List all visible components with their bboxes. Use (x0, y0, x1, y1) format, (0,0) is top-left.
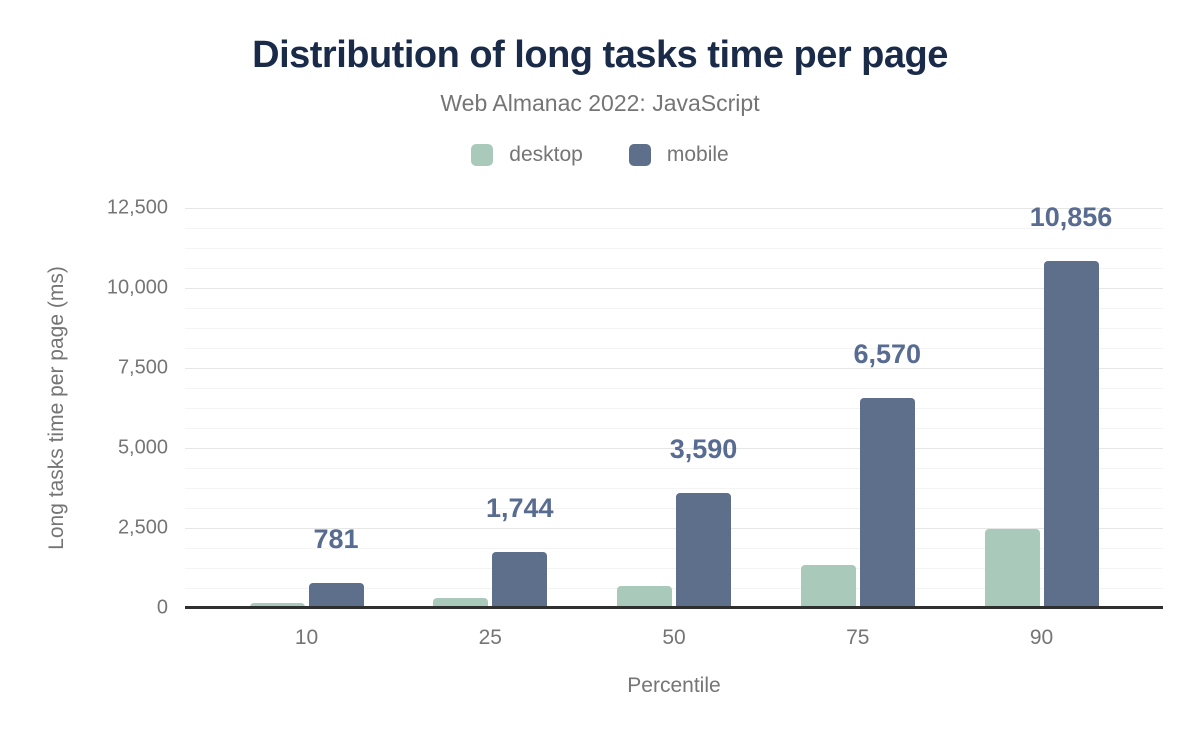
bar-value-label: 3,590 (669, 434, 738, 465)
bar-value-label: 781 (313, 524, 359, 555)
minor-gridline (185, 268, 1163, 269)
major-gridline (185, 288, 1163, 289)
plot-area: 781 1,744 3,590 6,570 10,856 (185, 203, 1163, 608)
y-tick-label: 10,000 (106, 276, 168, 299)
desktop-bar-p75[interactable] (800, 564, 856, 608)
chart-title: Distribution of long tasks time per page (252, 34, 948, 76)
minor-gridline (185, 408, 1163, 409)
y-tick-label: 0 (156, 596, 168, 619)
mobile-bar-p10[interactable] (308, 583, 364, 608)
desktop-bar-p10[interactable] (249, 603, 305, 608)
minor-gridline (185, 588, 1163, 589)
x-tick-label: 50 (662, 626, 686, 649)
desktop-series-swatch (471, 144, 494, 166)
legend: desktop mobile (0, 143, 1200, 167)
minor-gridline (185, 308, 1163, 309)
minor-gridline (185, 468, 1163, 469)
legend-item-mobile: mobile (628, 143, 729, 167)
bar-value-label: 10,856 (1029, 201, 1113, 232)
mobile-bar-p75[interactable] (859, 397, 915, 608)
x-tick-label: 10 (294, 626, 319, 649)
y-tick-label: 7,500 (117, 356, 168, 379)
mobile-bar-p25[interactable] (492, 552, 548, 608)
x-tick-label: 75 (846, 626, 870, 649)
mobile-bar-p50[interactable] (676, 493, 731, 608)
desktop-bar-p50[interactable] (617, 585, 672, 608)
minor-gridline (185, 508, 1163, 509)
minor-gridline (185, 388, 1163, 389)
major-gridline (185, 208, 1163, 209)
mobile-series-swatch (628, 144, 651, 166)
major-gridline (185, 368, 1163, 369)
x-axis-line (185, 606, 1163, 609)
y-axis-title: Long tasks time per page (ms) (45, 266, 68, 550)
minor-gridline (185, 428, 1163, 429)
y-tick-label: 12,500 (106, 196, 168, 219)
bar-value-label: 6,570 (853, 338, 922, 369)
x-tick-label: 90 (1029, 626, 1054, 649)
legend-item-desktop: desktop (471, 143, 583, 167)
legend-label-desktop: desktop (509, 143, 583, 166)
x-tick-label: 25 (478, 626, 502, 649)
minor-gridline (185, 548, 1163, 549)
minor-gridline (185, 568, 1163, 569)
major-gridline (185, 528, 1163, 529)
minor-gridline (185, 488, 1163, 489)
desktop-bar-p90[interactable] (984, 528, 1040, 608)
major-gridline (185, 448, 1163, 449)
chart-subtitle: Web Almanac 2022: JavaScript (440, 90, 760, 116)
minor-gridline (185, 248, 1163, 249)
desktop-bar-p25[interactable] (433, 598, 489, 608)
minor-gridline (185, 228, 1163, 229)
mobile-bar-p90[interactable] (1043, 260, 1099, 608)
bar-value-label: 1,744 (485, 493, 554, 524)
legend-label-mobile: mobile (666, 143, 729, 166)
minor-gridline (185, 328, 1163, 329)
minor-gridline (185, 348, 1163, 349)
y-tick-label: 5,000 (117, 436, 168, 459)
y-tick-label: 2,500 (117, 516, 168, 539)
x-axis-title: Percentile (627, 674, 721, 697)
